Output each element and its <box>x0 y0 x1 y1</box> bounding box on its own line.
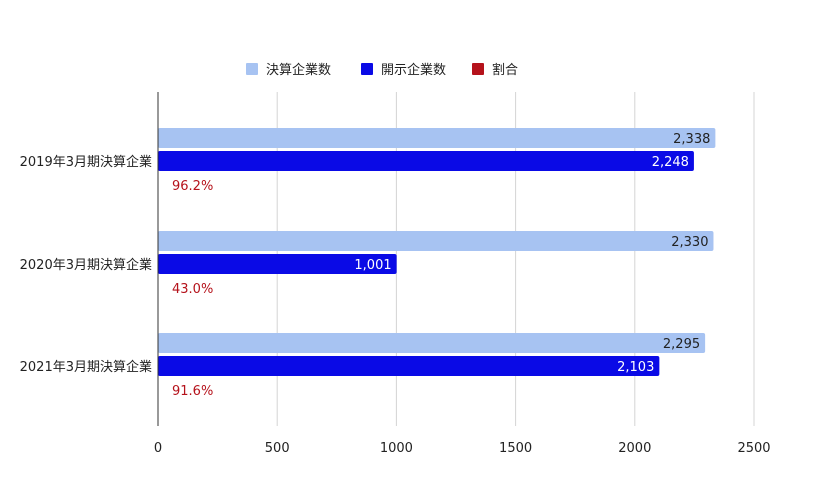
legend-label: 割合 <box>492 62 518 78</box>
ratio-label: 96.2% <box>172 179 213 194</box>
category-label: 2019年3月期決算企業 <box>20 154 152 170</box>
legend-swatch <box>246 63 258 75</box>
x-tick-label: 1000 <box>380 441 413 456</box>
bar-kaiji <box>158 151 694 171</box>
x-tick-label: 2500 <box>737 441 770 456</box>
legend-label: 開示企業数 <box>381 62 446 78</box>
data-label: 2,330 <box>671 235 708 250</box>
ratio-label: 91.6% <box>172 384 213 399</box>
ratio-label: 43.0% <box>172 282 213 297</box>
x-tick-label: 0 <box>154 441 162 456</box>
x-tick-label: 1500 <box>499 441 532 456</box>
x-tick-label: 500 <box>265 441 290 456</box>
data-label: 2,338 <box>673 132 710 147</box>
data-label: 2,103 <box>617 360 654 375</box>
data-label: 2,295 <box>663 337 700 352</box>
data-label: 2,248 <box>652 155 689 170</box>
bar-kessan <box>158 333 706 353</box>
bar-kaiji <box>158 254 397 274</box>
legend-label: 決算企業数 <box>266 62 331 78</box>
legend-swatch <box>472 63 484 75</box>
bar-kessan <box>158 231 714 251</box>
bar-kessan <box>158 128 716 148</box>
data-label: 1,001 <box>354 258 391 273</box>
x-tick-label: 2000 <box>618 441 651 456</box>
category-label: 2020年3月期決算企業 <box>20 257 152 273</box>
legend-swatch <box>361 63 373 75</box>
bar-kaiji <box>158 356 660 376</box>
category-label: 2021年3月期決算企業 <box>20 359 152 375</box>
